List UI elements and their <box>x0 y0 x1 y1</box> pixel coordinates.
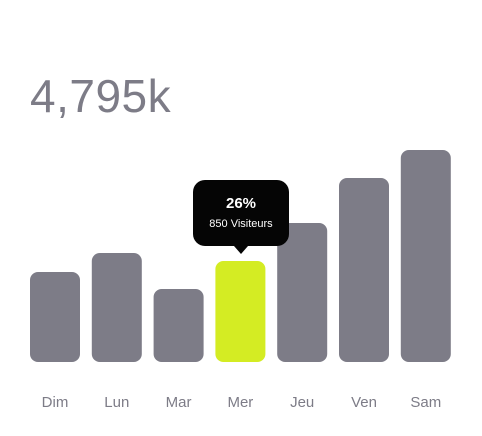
x-tick-label-lun: Lun <box>104 394 129 411</box>
x-tick-label-ven: Ven <box>351 394 377 411</box>
tooltip-percent: 26% <box>225 195 257 212</box>
bar-jeu[interactable] <box>277 223 328 362</box>
bar-mer[interactable] <box>215 261 266 362</box>
bar-tooltip: 26% 850 Visiteurs <box>193 180 289 254</box>
bar-mar[interactable] <box>153 289 204 362</box>
tooltip-visitors: 850 Visiteurs <box>209 218 273 230</box>
x-tick-label-dim: Dim <box>42 394 69 411</box>
bar-dim[interactable] <box>30 272 80 362</box>
x-tick-label-jeu: Jeu <box>290 394 314 411</box>
bar-ven[interactable] <box>339 178 389 362</box>
total-visitors: 4,795k <box>30 70 172 122</box>
bar-lun[interactable] <box>91 253 142 362</box>
x-tick-label-sam: Sam <box>410 394 441 411</box>
x-tick-label-mar: Mar <box>166 394 192 411</box>
x-tick-label-mer: Mer <box>227 394 253 411</box>
bar-sam[interactable] <box>400 150 451 362</box>
